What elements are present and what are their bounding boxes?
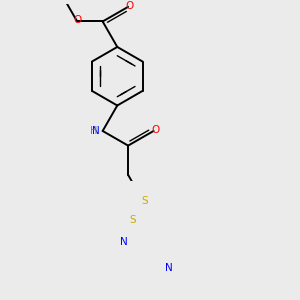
Text: O: O [126,1,134,11]
Text: O: O [152,125,160,135]
Text: N: N [92,127,100,136]
Text: O: O [73,15,82,25]
Text: H: H [90,127,98,136]
Text: S: S [129,215,136,225]
Text: N: N [165,262,173,272]
Text: N: N [120,237,127,247]
Text: S: S [142,196,148,206]
